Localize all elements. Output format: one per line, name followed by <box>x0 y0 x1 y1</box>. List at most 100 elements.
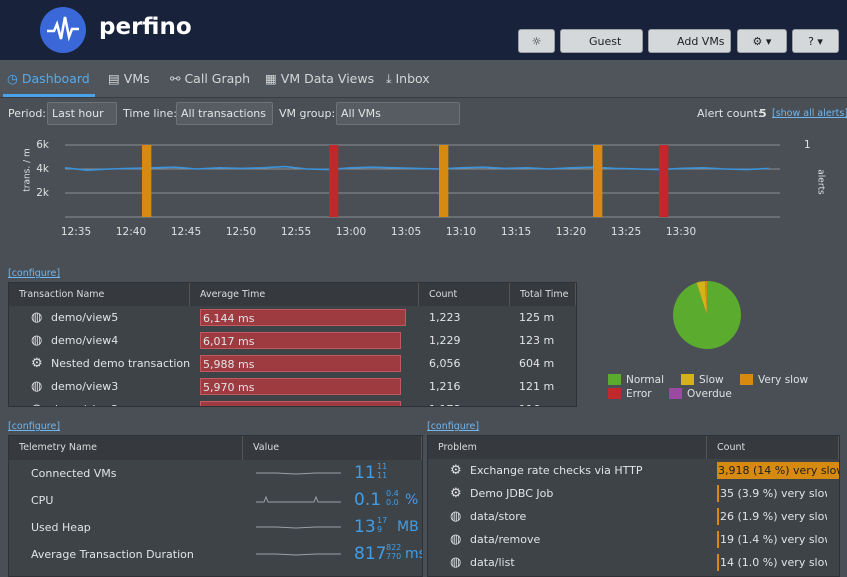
row-icon: ◍ <box>31 379 43 394</box>
configure-link[interactable]: [configure] <box>8 421 61 432</box>
y2-axis-label: alerts <box>816 169 826 195</box>
problem-count: 3,918 (14 %) very slow <box>717 462 839 479</box>
row-icon: ◍ <box>450 555 462 570</box>
alert-bar <box>659 145 669 217</box>
legend-label: Slow <box>699 374 724 386</box>
trend-line <box>64 165 770 172</box>
x-tick-label: 13:00 <box>336 226 366 238</box>
telemetry-unit: % <box>405 492 419 508</box>
configure-link[interactable]: [configure] <box>427 421 480 432</box>
telemetry-high: 11 <box>377 462 388 471</box>
tab[interactable]: ▤ VMs <box>108 71 150 86</box>
telemetry-value: 11 <box>354 463 376 483</box>
total-time: 121 m <box>519 380 555 393</box>
configure-link[interactable]: [configure] <box>8 268 61 279</box>
settings-button[interactable]: ⚙ ▾ <box>737 29 787 53</box>
show-all-alerts[interactable]: [show all alerts] <box>772 108 847 119</box>
user-button[interactable]: Guest <box>560 29 643 53</box>
x-tick-label: 12:35 <box>61 226 91 238</box>
pie-slice <box>696 281 707 315</box>
x-tick-label: 13:30 <box>666 226 696 238</box>
column-header: Average Time <box>190 283 419 306</box>
problem-name: data/remove <box>470 533 541 546</box>
y-tick-label: 6k <box>36 139 50 151</box>
sparkline-line <box>256 495 341 503</box>
vm-group-select[interactable]: All VMs <box>336 102 460 125</box>
column-header: Count <box>707 436 839 459</box>
help-button[interactable]: ? ▾ <box>792 29 839 53</box>
problem-count: 14 (1.0 %) very slow <box>717 554 827 571</box>
legend-swatch <box>740 374 753 385</box>
row-icon: ◍ <box>31 398 42 406</box>
tab[interactable]: ▦ VM Data Views <box>265 71 375 86</box>
count: 1,216 <box>429 380 461 393</box>
alert-bar <box>439 145 449 217</box>
sparkline <box>256 472 341 475</box>
transaction-name: demo/view5 <box>51 311 119 324</box>
telemetry-value: 0.1 <box>354 490 382 510</box>
table: Telemetry Name Value Connected VMs 11 11 11 CP… <box>8 435 423 577</box>
tab-underline <box>3 94 95 97</box>
telemetry-name: Average Transaction Duration <box>31 548 194 561</box>
x-tick-label: 13:05 <box>391 226 421 238</box>
filter-label: VM group: <box>279 107 336 120</box>
telemetry-low: 770 <box>386 552 402 561</box>
telemetry-high: 0.4 <box>386 489 399 498</box>
row-icon: ◍ <box>450 532 462 547</box>
telemetry-unit: MB <box>397 519 419 535</box>
tab-label: Call Graph <box>184 71 251 86</box>
telemetry-high: 17 <box>377 516 388 525</box>
column-header: Count <box>419 283 510 306</box>
tab[interactable]: ⤓ Inbox <box>386 71 430 86</box>
tab[interactable]: ⚯ Call Graph <box>170 71 251 86</box>
count: 1,229 <box>429 334 461 347</box>
total-time: 604 m <box>519 357 555 370</box>
telemetry-low: 0.0 <box>386 498 399 507</box>
average-time: 5,988 ms <box>200 355 401 372</box>
x-tick-label: 12:40 <box>116 226 146 238</box>
filter-label: Period: <box>8 107 47 120</box>
telemetry-low: 9 <box>377 525 383 534</box>
sparkline-line <box>256 526 341 529</box>
alert-count: 5 <box>759 107 767 120</box>
transaction-name: Nested demo transaction <box>51 357 190 370</box>
table: Problem Count ⚙ Exchange rate checks via HT… <box>427 435 840 577</box>
y2-tick-label: 1 <box>804 139 811 151</box>
telemetry-name: CPU <box>31 494 54 507</box>
telemetry-value: 817 <box>354 544 387 564</box>
sparkline <box>256 495 341 503</box>
theme-button[interactable]: ☼ <box>518 29 555 53</box>
row-icon: ⚙ <box>31 356 43 371</box>
row-icon: ⚙ <box>450 486 462 501</box>
problem-name: Demo JDBC Job <box>470 487 554 500</box>
legend-label: Error <box>626 388 652 400</box>
alert-count-label: Alert count: <box>697 107 762 120</box>
telemetry-name: Used Heap <box>31 521 91 534</box>
x-tick-label: 12:45 <box>171 226 201 238</box>
timeline-select[interactable]: All transactions <box>176 102 273 125</box>
telemetry-low: 11 <box>377 471 388 480</box>
count: 1,178 <box>429 398 461 406</box>
row-icon: ◍ <box>450 509 462 524</box>
tab[interactable]: ◷ Dashboard <box>7 71 90 86</box>
total-time: 116 m <box>519 398 554 406</box>
pie-slice <box>704 281 707 315</box>
y-tick-label: 4k <box>36 163 50 175</box>
average-time: 5,954 ms <box>200 401 401 406</box>
y-tick-label: 2k <box>36 187 50 199</box>
x-tick-label: 13:25 <box>611 226 641 238</box>
problem-name: data/list <box>470 556 515 569</box>
add-vms-button[interactable]: Add VMs <box>648 29 731 53</box>
average-time: 5,970 ms <box>200 378 401 395</box>
legend-label: Overdue <box>687 388 732 400</box>
alert-bar <box>142 145 152 217</box>
problem-name: Exchange rate checks via HTTP <box>470 464 643 477</box>
count: 1,223 <box>429 311 461 324</box>
filter-label: Time line: <box>123 107 177 120</box>
column-header: Telemetry Name <box>9 436 243 460</box>
row-icon: ◍ <box>31 333 43 348</box>
period-select[interactable]: Last hour <box>47 102 117 125</box>
x-tick-label: 13:15 <box>501 226 531 238</box>
x-tick-label: 13:10 <box>446 226 476 238</box>
